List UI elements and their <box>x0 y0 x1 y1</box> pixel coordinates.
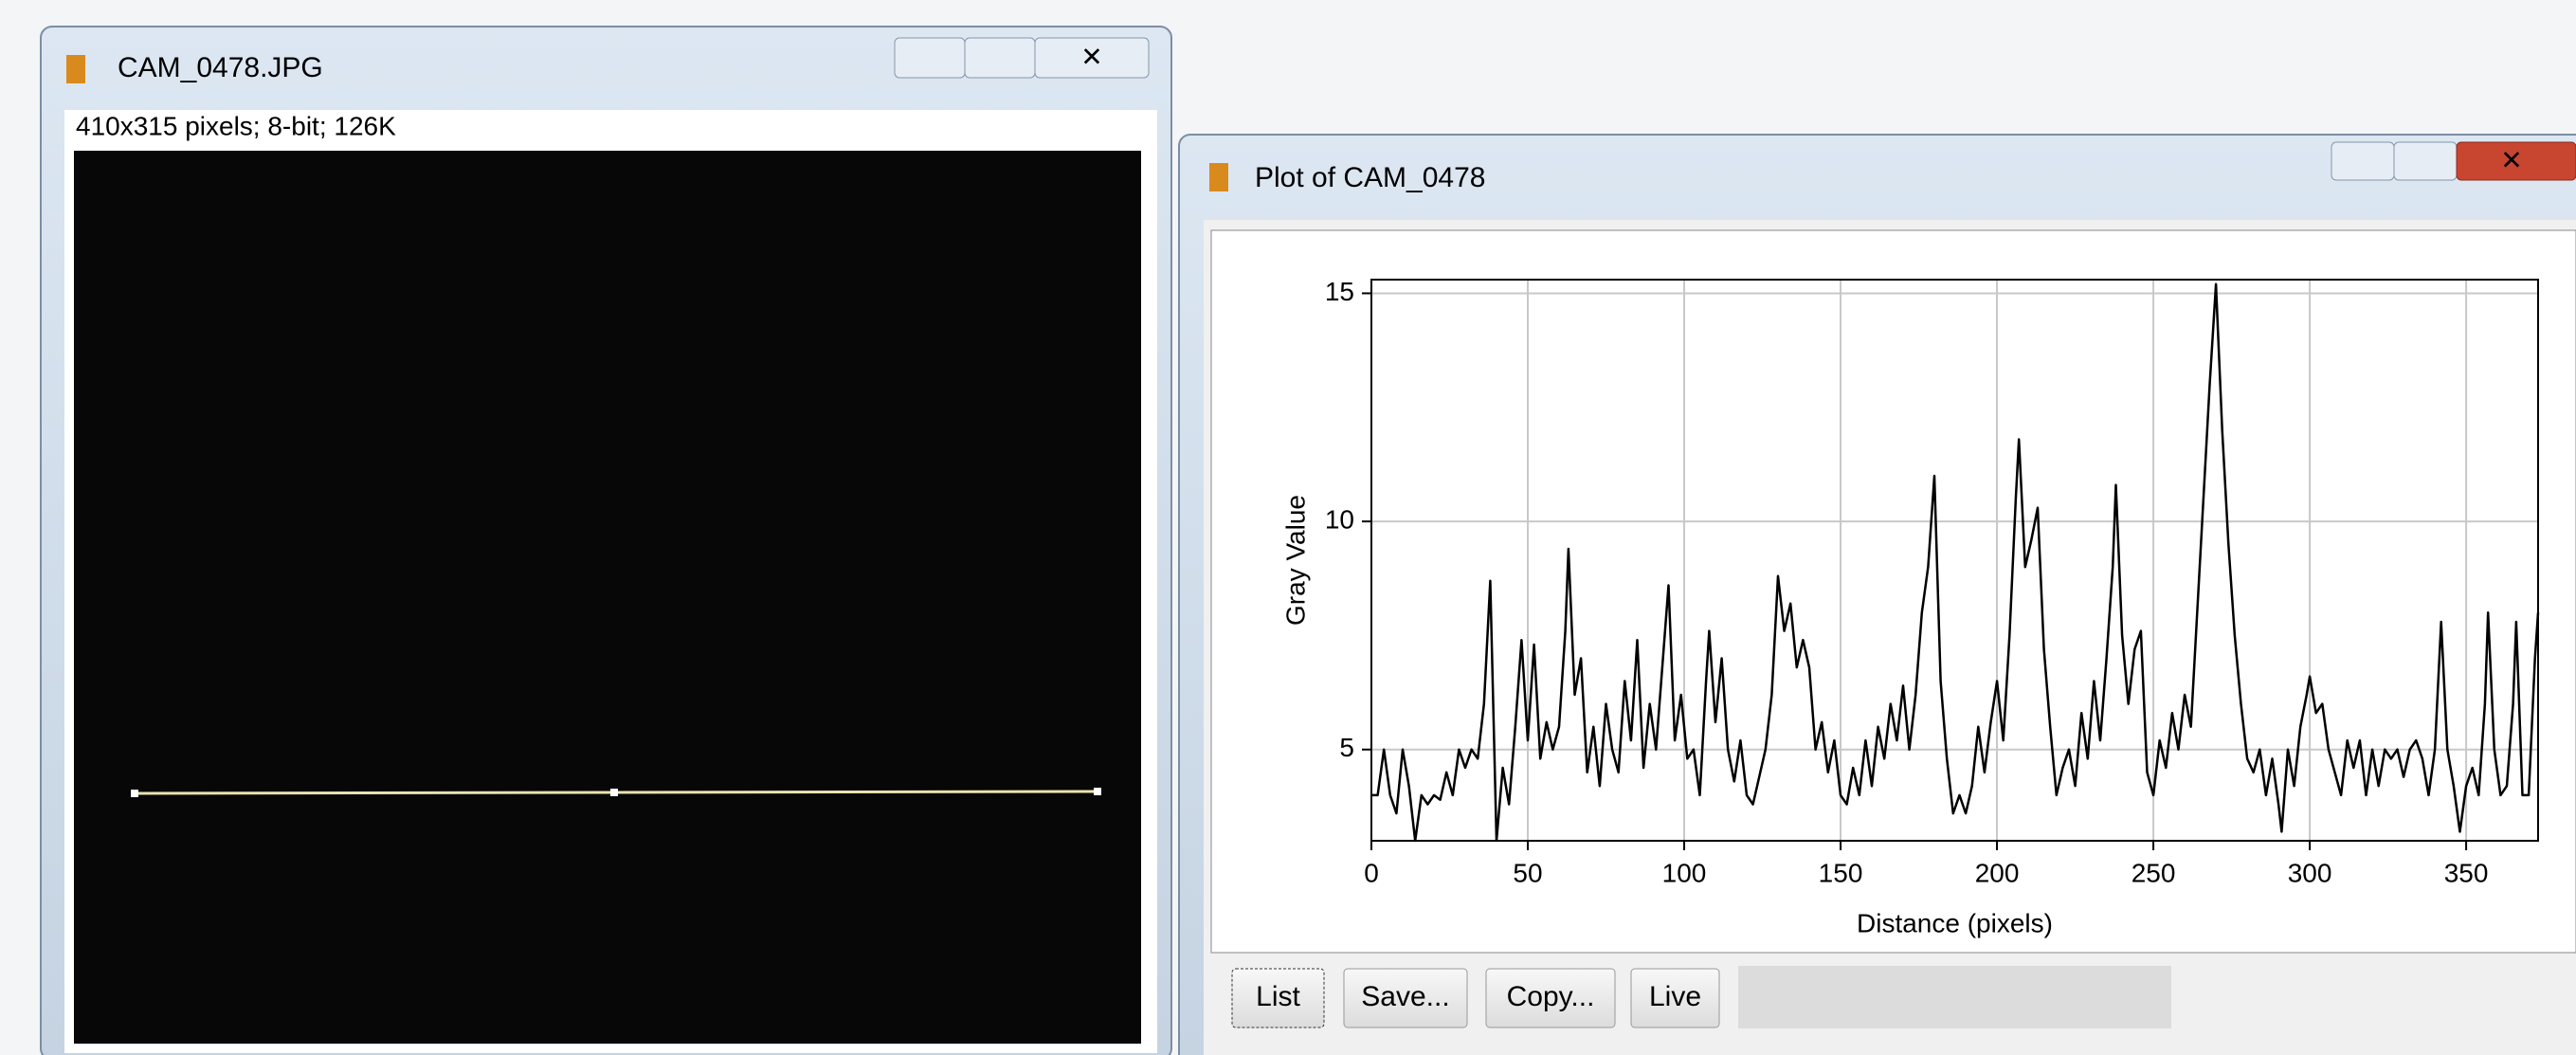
button[interactable] <box>1485 968 1616 1028</box>
x-tick-label: 200 <box>1975 858 2020 887</box>
x-tick-label: 300 <box>2288 858 2332 887</box>
close-button[interactable] <box>2456 141 2576 181</box>
x-tick-label: 150 <box>1819 858 1863 887</box>
y-tick-label: 5 <box>1339 733 1354 762</box>
image-canvas <box>74 151 1141 1044</box>
button[interactable] <box>1343 968 1468 1028</box>
button-label: List <box>1256 981 1300 1012</box>
y-axis-label: Gray Value <box>1280 495 1310 626</box>
x-axis-label: Distance (pixels) <box>1857 908 2053 937</box>
x-tick-label: 250 <box>2132 858 2176 887</box>
plot-frame <box>1370 279 2539 842</box>
maximize-button[interactable] <box>2393 141 2458 181</box>
window-title: Plot of CAM_0478 <box>1255 162 1485 193</box>
button-label: Copy... <box>1507 981 1595 1012</box>
selection-handle <box>131 790 138 797</box>
minimize-button[interactable] <box>894 37 966 79</box>
minimize-button[interactable] <box>2331 141 2395 181</box>
x-tick-label: 0 <box>1364 858 1379 887</box>
close-button[interactable] <box>1034 37 1150 79</box>
button-label: Save... <box>1361 981 1449 1012</box>
image-info: 410x315 pixels; 8-bit; 126K <box>76 111 396 140</box>
window-title: CAM_0478.JPG <box>118 52 323 83</box>
maximize-button[interactable] <box>964 37 1036 79</box>
x-tick-label: 350 <box>2444 858 2489 887</box>
plot: 0 50 100 150 200 250 300 350 5 10 15 Distance (pixe… <box>1280 277 2540 937</box>
app-icon <box>1209 163 1228 191</box>
close-glyph: ✕ <box>1080 42 1102 71</box>
image-window: CAM_0478.JPG ✕ 410x315 pixels; 8-bit; 12… <box>40 26 1172 1055</box>
button[interactable] <box>1231 968 1325 1028</box>
profile-line <box>1371 282 2540 843</box>
button-bar: List Save... Copy... Live <box>1231 968 1720 1028</box>
button-label: Live <box>1649 981 1701 1012</box>
close-glyph: ✕ <box>2500 145 2522 174</box>
plot-panel <box>1210 229 2576 954</box>
y-tick-label: 15 <box>1325 277 1354 306</box>
selection-handle <box>610 789 618 796</box>
selection-handle <box>1094 788 1101 795</box>
app-icon <box>66 55 85 83</box>
x-tick-label: 100 <box>1662 858 1707 887</box>
status-field <box>1738 966 2171 1028</box>
button[interactable] <box>1630 968 1720 1028</box>
y-tick-label: 10 <box>1325 504 1354 534</box>
x-tick-label: 50 <box>1513 858 1542 887</box>
plot-window: Plot of CAM_0478 ✕ 0 50 100 150 200 250 300 350… <box>1178 134 2576 1055</box>
